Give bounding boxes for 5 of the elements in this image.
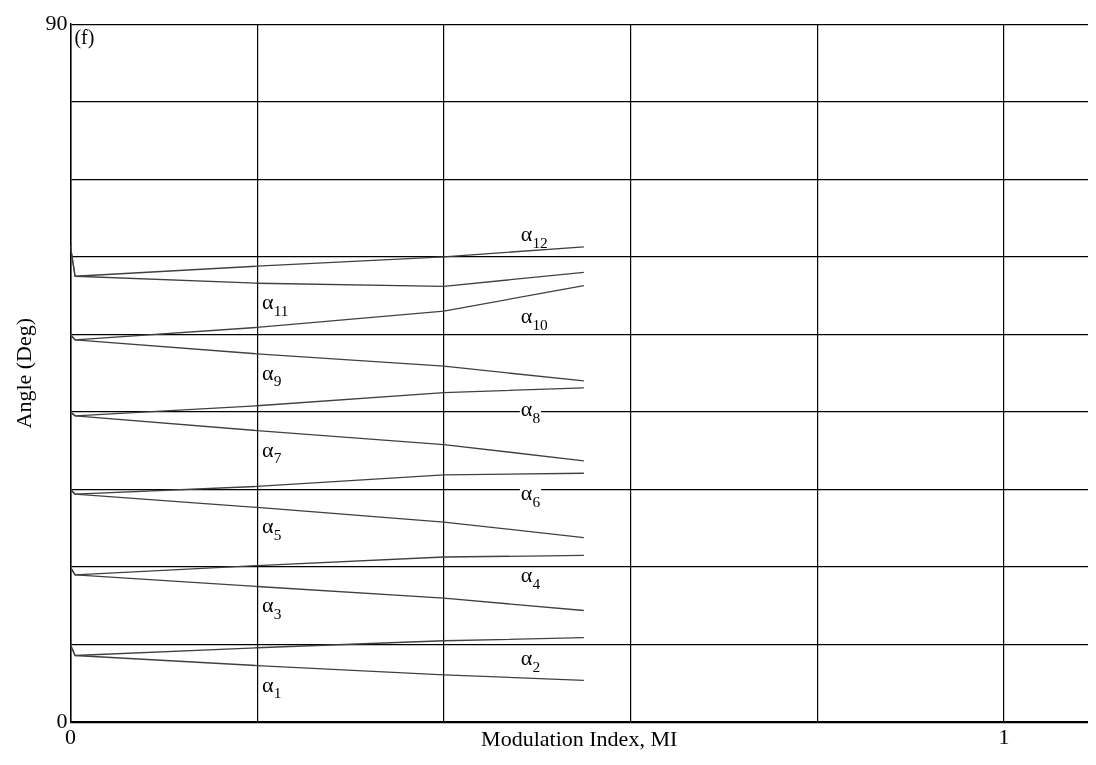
x-tick-label: 1 <box>998 724 1010 750</box>
x-axis-title: Modulation Index, MI <box>481 725 678 751</box>
annotation: (f) <box>74 26 95 50</box>
y-axis-title: Angle (Deg) <box>10 317 36 429</box>
y-tick-label: 90 <box>45 9 68 35</box>
